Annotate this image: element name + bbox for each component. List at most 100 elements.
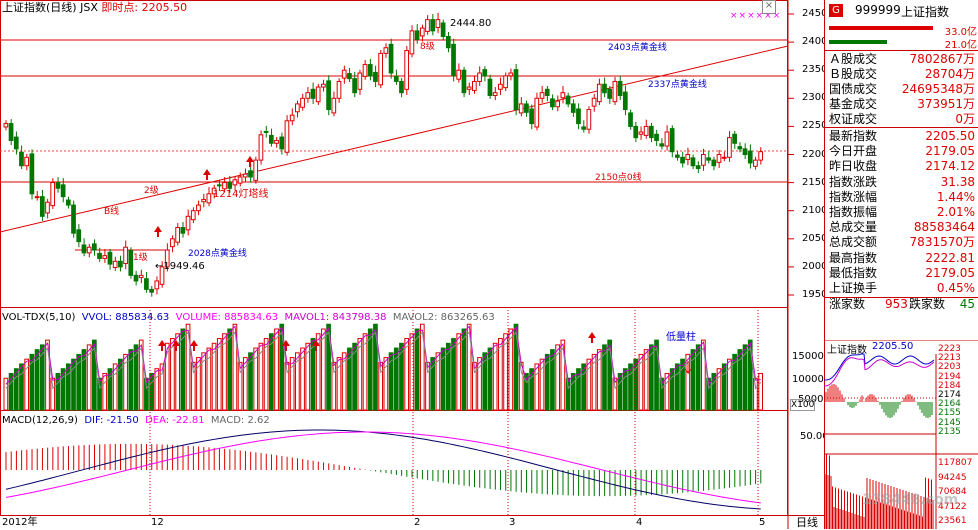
volume-bar [305, 342, 311, 411]
candle-body [242, 173, 248, 178]
main-candlestick-chart[interactable] [0, 0, 824, 529]
volume-bar [232, 323, 238, 411]
candle-body [310, 88, 316, 99]
candle-body [133, 274, 139, 282]
volume-bar [175, 333, 180, 411]
rise-fall-row: 涨家数 953 跌家数 45 [829, 297, 975, 312]
candle-body [336, 80, 342, 99]
candle-body [419, 27, 425, 37]
quote-row-value: 24695348万 [901, 82, 975, 96]
volume-header: VOL-TDX(5,10) VVOL: 885834.63 VOLUME: 88… [2, 311, 495, 324]
candle-body [13, 136, 19, 150]
x-label-3: 3 [509, 517, 516, 528]
quote-stat-label: 指数涨跌 [829, 174, 878, 189]
annotation-fib-2028: 2028点黄金线 [188, 249, 247, 259]
close-icon[interactable]: × [762, 0, 776, 14]
candle-body [477, 72, 482, 82]
mini-price-label: 2184 [938, 380, 961, 391]
tab-daily[interactable]: 日线 [796, 516, 818, 529]
volume-bar [591, 353, 597, 411]
volume-bar [248, 352, 253, 411]
volume-title: VOL-TDX(5,10) [2, 312, 76, 323]
volume-bar [544, 353, 550, 411]
candle-body [560, 92, 566, 99]
candle-body [295, 103, 300, 113]
volume-bar [607, 339, 613, 411]
volume-bar [362, 333, 368, 411]
price-axis-label: 2000 [802, 260, 828, 272]
volume-arrows [158, 332, 596, 351]
volume-bar [367, 328, 373, 411]
candle-body [628, 112, 633, 127]
volume-bar [570, 372, 576, 411]
candle-body [180, 227, 186, 234]
volume-bar [50, 377, 56, 411]
volume-bar [586, 358, 592, 411]
volume-bar [550, 349, 555, 411]
volume-bar [669, 368, 675, 411]
macd-header: MACD(12,26,9) DIF: -21.50 DEA: -22.81 MA… [2, 414, 270, 427]
volume-bar [164, 342, 170, 411]
candle-body [268, 134, 274, 144]
volume-bar [664, 372, 670, 411]
volume-bar [529, 368, 534, 411]
candle-body [8, 123, 14, 141]
volume-bar [732, 353, 737, 411]
candle-body [617, 80, 623, 96]
candle-body [55, 182, 61, 189]
candle-body [144, 278, 149, 290]
volume-bar [675, 363, 680, 411]
candle-body [648, 125, 654, 139]
candle-body [86, 246, 92, 254]
volume-bar [279, 323, 285, 411]
candle-body [456, 69, 462, 80]
volume-bar [461, 328, 467, 411]
candle-body [253, 159, 259, 181]
volume-bar [622, 368, 628, 411]
candle-body [232, 179, 238, 186]
candle-body [159, 266, 165, 285]
quote-stat-row: 总成交额 7831570万 [829, 235, 975, 250]
quote-row: Ｂ股成交 28704万 [829, 67, 975, 82]
volume-bar [13, 368, 19, 411]
quote-stat-value: 2179.05 [925, 144, 975, 159]
volume-bar [310, 338, 316, 411]
candle-body [149, 288, 154, 293]
volume-bar [118, 358, 123, 411]
candle-body [690, 157, 696, 167]
g-badge: G [829, 4, 843, 17]
annotation-fib-2337: 2337点黄金线 [648, 80, 707, 90]
price-axis-label: 2450 [802, 8, 828, 19]
candle-body [508, 72, 514, 77]
volume-bar [253, 347, 259, 411]
price-axis-label: 2300 [802, 92, 828, 104]
candle-body [45, 201, 50, 214]
volume-bar [565, 377, 571, 411]
candle-body [440, 22, 446, 37]
quote-row-label: 国债成交 [829, 82, 878, 96]
candle-body [498, 83, 503, 90]
candle-body [107, 251, 113, 265]
volume-bar [97, 377, 102, 411]
x-label-2012: 2012年 [2, 517, 38, 528]
volume-bar [498, 338, 503, 411]
volume-value: VOLUME: 885834.63 [175, 312, 279, 323]
candle-body [19, 151, 24, 167]
candle-body [383, 47, 389, 54]
volume-bar [737, 349, 743, 411]
volume-bar [477, 357, 482, 411]
volume-bar [55, 372, 61, 411]
vol-axis-15000: 15000 [792, 351, 824, 362]
quote-row: Ａ股成交 7802867万 [829, 52, 975, 67]
volume-bar [602, 344, 607, 411]
candle-body [65, 199, 71, 206]
quote-stat-value: 1.44% [936, 189, 975, 204]
candle-body [524, 103, 529, 113]
quote-stat-value: 2174.12 [925, 159, 975, 174]
intraday-mini-chart[interactable]: 上证指数 2205.50 2223 2213 2203 2194 2184 2174 216… [824, 340, 978, 529]
volume-bar [263, 338, 269, 411]
candle-body [409, 30, 415, 55]
candle-body [24, 156, 30, 167]
mini-vol-label: 117807 [938, 458, 973, 468]
candle-body [39, 196, 45, 217]
